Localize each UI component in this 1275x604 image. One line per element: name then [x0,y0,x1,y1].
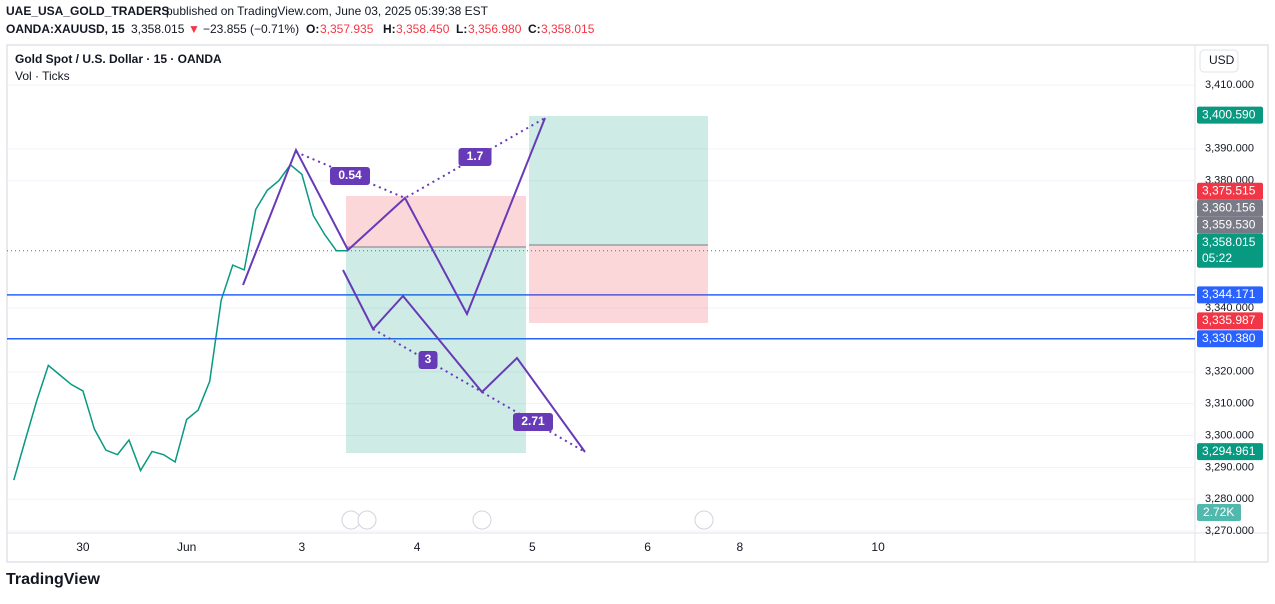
brand: TradingView [6,571,101,588]
x-tick-label: 5 [529,540,536,554]
o-key: O: [306,22,319,36]
price-tag-label: 3,330.380 [1202,331,1256,345]
chart-title: Gold Spot / U.S. Dollar · 15 · OANDA [15,52,222,66]
volume-tag [1197,504,1241,521]
event-icon[interactable] [341,510,361,530]
price-tag-label: 3,344.171 [1202,287,1256,301]
symbol: OANDA:XAUUSD, 15 [6,22,125,36]
x-tick-label: Jun [177,540,196,554]
x-tick-label: 4 [414,540,421,554]
last: 3,358.015 [131,22,185,36]
ratio-box [330,167,370,185]
ratio-box [418,351,438,369]
price-tag-label: 3,359.530 [1202,217,1256,231]
y-tick-label: 3,280.000 [1205,493,1254,505]
price-tag-label: 3,294.961 [1202,444,1256,458]
target-zone [529,116,708,245]
o: 3,357.935 [320,22,374,36]
ratio-box [513,413,553,431]
h: 3,358.450 [396,22,450,36]
h-key: H: [383,22,396,36]
x-tick-label: 30 [76,540,90,554]
x-tick-label: 10 [871,540,885,554]
price-tag [1197,443,1263,461]
stop-zone [346,196,526,247]
ratio-label: 2.71 [521,414,545,428]
price-tag [1197,286,1263,304]
l-key: L: [456,22,467,36]
price-tag-label: 3,360.156 [1202,200,1256,214]
currency: USD [1209,53,1235,67]
pattern-ratio-line [295,117,546,200]
l: 3,356.980 [468,22,522,36]
price-tag-label: 3,358.015 [1202,235,1256,249]
y-tick-label: 3,290.000 [1205,461,1254,473]
ratio-label: 1.7 [467,149,484,163]
price-tag [1197,106,1263,124]
pattern-line [242,117,546,317]
y-tick-label: 3,300.000 [1205,429,1254,441]
x-tick-label: 3 [299,540,306,554]
ratio-label: 0.54 [338,168,362,182]
publisher: UAE_USA_GOLD_TRADERS [6,4,169,18]
pattern-ratio-line [372,328,586,453]
arrow: ▼ [188,22,200,36]
stop-zone [529,245,708,323]
price-tag [1197,233,1263,268]
c-key: C: [528,22,541,36]
price-tag-label: 3,375.515 [1202,183,1256,197]
event-icon[interactable] [357,510,377,530]
y-tick-label: 3,410.000 [1205,79,1254,91]
c: 3,358.015 [541,22,595,36]
subtitle: Vol · Ticks [15,69,70,83]
y-tick-label: 3,340.000 [1205,302,1254,314]
x-tick-label: 8 [736,540,743,554]
y-tick-label: 3,310.000 [1205,398,1254,410]
y-tick-label: 3,390.000 [1205,143,1254,155]
ratio-label: 3 [425,352,432,366]
change: −23.855 (−0.71%) [203,22,299,36]
published: published on TradingView.com, June 03, 2… [166,4,489,18]
price-tag [1197,312,1263,330]
price-tag [1197,182,1263,200]
price-tag [1197,330,1263,348]
chart-frame [6,44,1269,563]
drawings [242,116,714,530]
price-line [13,163,348,481]
target-zone [346,247,526,453]
price-tag-label: 3,335.987 [1202,313,1256,327]
price-tag-label: 3,400.590 [1202,107,1256,121]
pattern-line [342,269,586,453]
price-tag-sublabel: 05:22 [1202,251,1232,265]
y-tick-label: 3,320.000 [1205,366,1254,378]
event-icon[interactable] [694,510,714,530]
ratio-box [458,148,492,166]
price-tag [1197,216,1263,234]
currency-box [1199,49,1239,73]
y-tick-label: 3,270.000 [1205,525,1254,537]
x-tick-label: 6 [644,540,651,554]
event-icon[interactable] [472,510,492,530]
price-tag [1197,199,1263,217]
volume-tag-label: 2.72K [1203,505,1234,519]
